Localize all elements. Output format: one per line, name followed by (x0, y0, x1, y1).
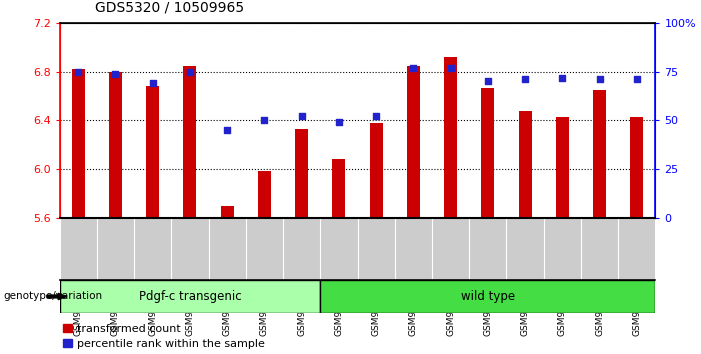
Point (110, 71, 121, 76)
Text: transformed count: transformed count (77, 324, 181, 334)
Bar (184, 65, 196, 218)
Bar (630, 117, 644, 218)
Text: Pdgf-c transgenic: Pdgf-c transgenic (139, 290, 241, 303)
Point (631, 77, 642, 82)
Text: wild type: wild type (461, 290, 515, 303)
Bar (407, 65, 420, 218)
Bar (593, 90, 606, 218)
Point (445, 65, 456, 71)
Bar (519, 110, 531, 218)
Point (557, 75, 568, 80)
Point (147, 81, 158, 86)
Bar (444, 57, 457, 218)
Bar (320, 280, 655, 313)
Point (184, 69, 196, 75)
Point (408, 65, 419, 71)
Bar (72, 69, 85, 218)
Bar (221, 206, 233, 218)
Bar (369, 123, 383, 218)
Bar (60, 280, 320, 313)
Bar (556, 117, 569, 218)
Point (482, 79, 494, 84)
Bar (258, 171, 271, 218)
Text: genotype/variation: genotype/variation (4, 291, 102, 302)
Bar (147, 86, 159, 218)
Point (519, 77, 531, 82)
Point (222, 127, 233, 133)
Bar (295, 129, 308, 218)
Text: percentile rank within the sample: percentile rank within the sample (77, 339, 265, 349)
Point (594, 77, 605, 82)
Bar (332, 159, 346, 218)
Bar (482, 87, 494, 218)
Point (296, 114, 307, 119)
Point (259, 118, 270, 123)
Point (371, 114, 382, 119)
Text: GDS5320 / 10509965: GDS5320 / 10509965 (95, 0, 244, 14)
Bar (109, 72, 122, 218)
Point (73, 69, 84, 75)
Point (333, 120, 344, 125)
